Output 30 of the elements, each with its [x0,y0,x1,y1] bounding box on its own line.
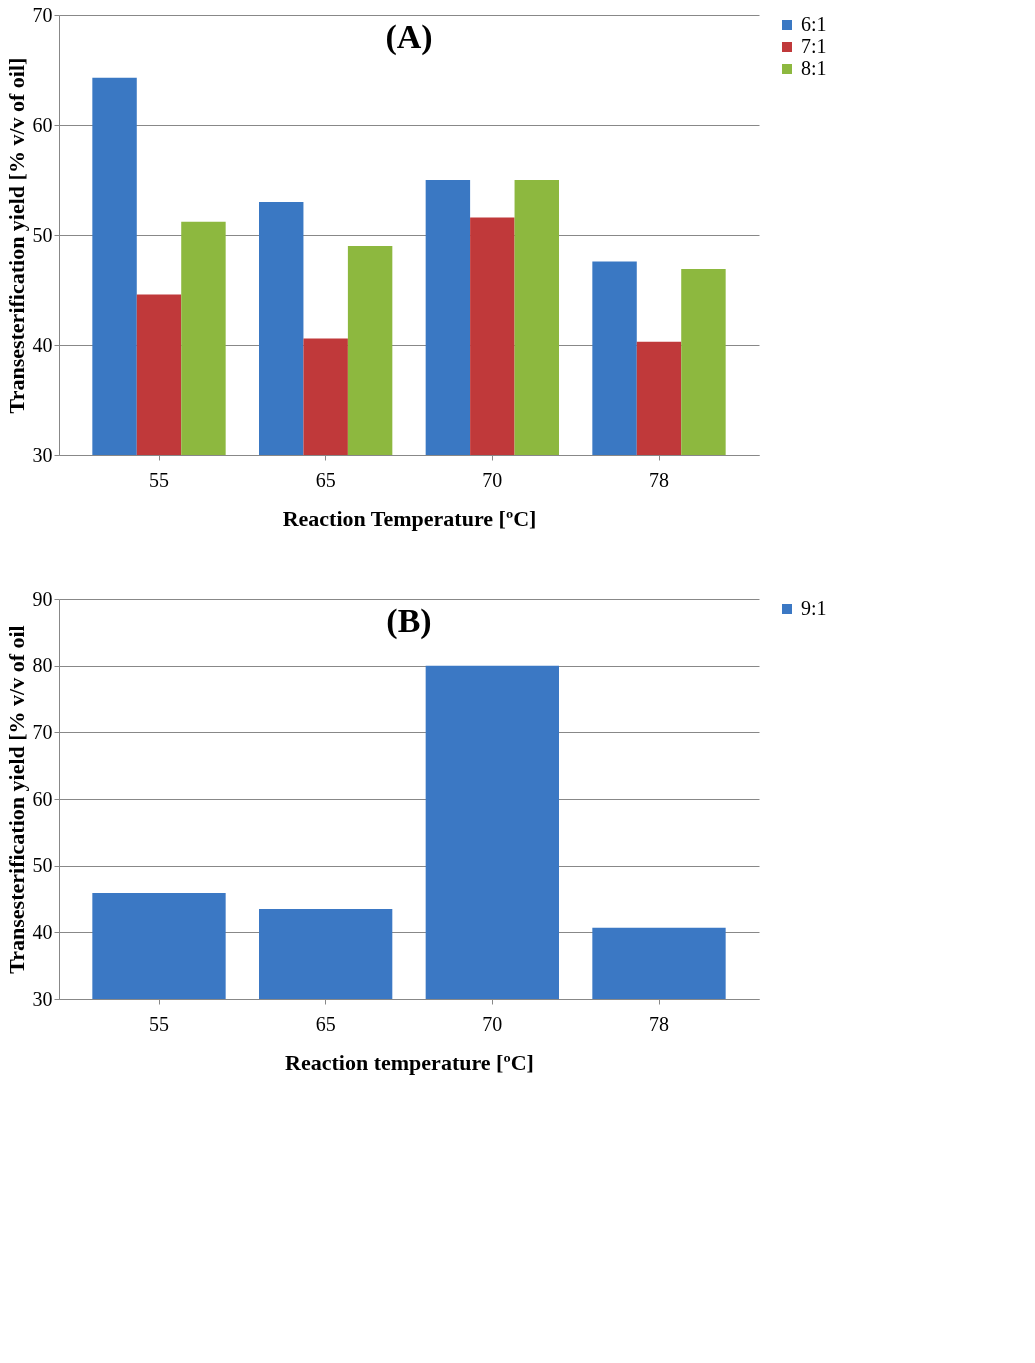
x-axis-title: Reaction temperature [ºC] [285,1049,534,1075]
x-tick-label: 70 [482,468,503,491]
legend-label: 8:1 [801,57,827,79]
y-tick-label: 60 [32,787,53,810]
x-tick-label: 70 [482,1012,503,1035]
y-axis-title: Transesterification yield [% v/v of oil [3,625,29,974]
chart-title: (A) [385,18,433,56]
y-tick-label: 50 [32,854,53,877]
x-tick-label: 78 [649,1012,669,1035]
y-tick-label: 70 [32,720,53,743]
y-axis-title: Transesterification yield [% v/v of oil] [3,57,29,414]
y-tick-label: 90 [32,587,53,610]
x-axis-title: Reaction Temperature [ºC] [282,505,537,531]
x-tick-label: 65 [315,468,336,491]
legend-label: 9:1 [801,597,827,619]
y-tick-label: 30 [32,443,53,466]
legend-label: 7:1 [801,35,827,57]
y-tick-label: 40 [32,333,53,356]
y-tick-label: 70 [32,3,53,26]
y-tick-label: 60 [32,113,53,136]
y-tick-label: 80 [32,654,53,677]
x-tick-label: 55 [149,468,169,491]
x-tick-label: 65 [315,1012,336,1035]
chart-title: (B) [386,602,432,640]
y-tick-label: 30 [32,987,53,1010]
x-tick-label: 78 [649,468,669,491]
x-tick-label: 55 [149,1012,169,1035]
legend-label: 6:1 [801,13,827,35]
y-tick-label: 40 [32,920,53,943]
y-tick-label: 50 [32,223,53,246]
